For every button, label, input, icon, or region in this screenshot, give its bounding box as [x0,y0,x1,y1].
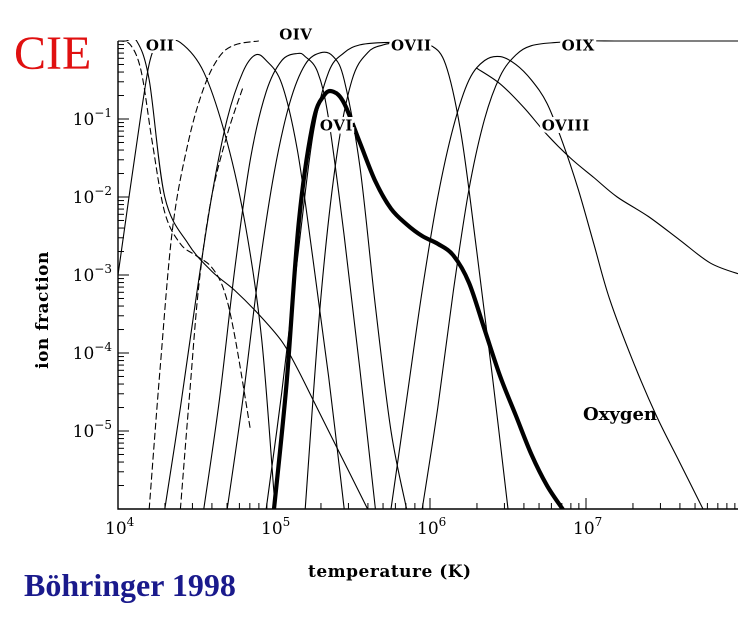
curves-group [118,40,738,509]
series-line-ovii [304,41,509,509]
series-line-oiii [164,53,345,509]
series-line-oix [421,40,738,509]
ion-label-ovi: OVI [320,117,353,135]
series-line-ov [226,51,408,509]
series-line-oviii-tail [476,67,738,275]
ion-label-ovii: OVII [391,36,431,54]
series-line-oiv [203,52,376,509]
ion-label-oix: OIX [562,36,595,54]
series-line-ovi-lowt-edge [265,41,400,509]
y-axis-title: ion fraction [33,251,53,369]
series-line-oi-alt [118,40,252,432]
x-axis-title: temperature (K) [308,562,472,582]
series-line-ovi [271,88,565,509]
ion-label-oii: OII [146,36,175,54]
series-line-oii-alt [148,40,259,509]
ion-label-oiv: OIV [279,25,312,43]
chart-title: CIE [14,27,91,80]
series-line-oi [118,40,369,509]
ion-label-oviii: OVIII [542,117,590,135]
series-line-oviii [390,55,704,509]
element-annotation: Oxygen [583,404,657,425]
labels-group: OII OIV OVII OIX OVI OVIII [143,23,597,137]
credit-text: Böhringer 1998 [24,567,236,603]
